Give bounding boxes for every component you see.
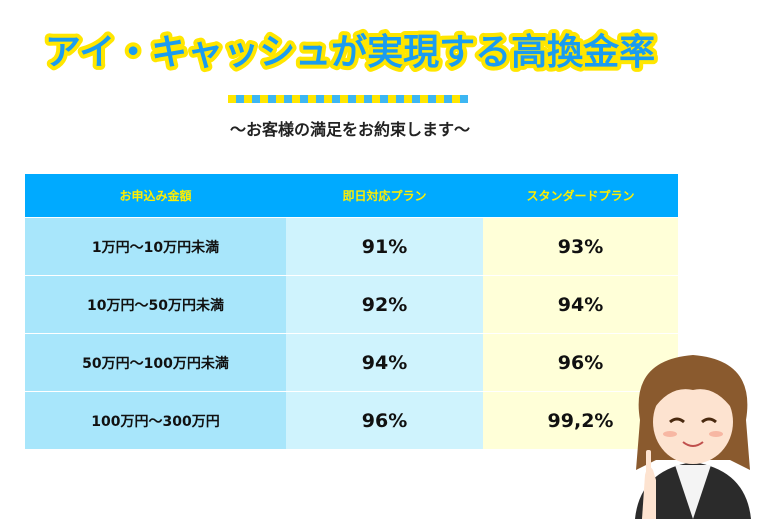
amount-cell: 50万円～100万円未満 — [25, 333, 286, 392]
table-head: お申込み金額 即日対応プラン スタンダードプラン — [25, 174, 678, 218]
dash-divider — [228, 95, 468, 103]
column-header: お申込み金額 — [25, 174, 286, 218]
column-header: スタンダードプラン — [483, 174, 678, 218]
rate-cell: 94% — [286, 333, 483, 392]
table-row: 1万円～10万円未満 91% 93% — [25, 217, 678, 276]
table-body: 1万円～10万円未満 91% 93% 10万円～50万円未満 92% 94% 50万円～10… — [25, 217, 678, 449]
rate-cell: 93% — [483, 217, 678, 276]
title-area: アイ・キャッシュが実現する高換金率 — [41, 27, 659, 77]
amount-cell: 100万円～300万円 — [25, 391, 286, 449]
column-header: 即日対応プラン — [286, 174, 483, 218]
rate-table: お申込み金額 即日対応プラン スタンダードプラン 1万円～10万円未満 91% 93% 1… — [25, 174, 678, 449]
amount-cell: 1万円～10万円未満 — [25, 217, 286, 276]
amount-cell: 10万円～50万円未満 — [25, 275, 286, 334]
rate-cell: 91% — [286, 217, 483, 276]
rate-cell: 94% — [483, 275, 678, 334]
rate-cell: 96% — [286, 391, 483, 449]
table-row: 10万円～50万円未満 92% 94% — [25, 275, 678, 334]
header-row: お申込み金額 即日対応プラン スタンダードプラン — [25, 174, 678, 218]
title: アイ・キャッシュが実現する高換金率 — [45, 31, 655, 73]
table-row: 50万円～100万円未満 94% 96% — [25, 333, 678, 392]
subtitle: ～お客様の満足をお約束します～ — [229, 120, 470, 139]
rate-cell: 92% — [286, 275, 483, 334]
character-illustration — [635, 355, 751, 519]
table-row: 100万円～300万円 96% 99,2% — [25, 391, 678, 449]
